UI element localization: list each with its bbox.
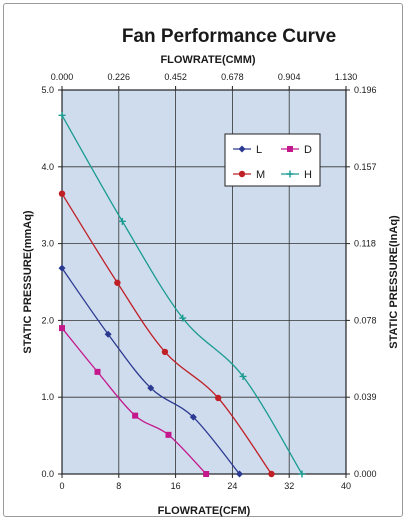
legend-box [224, 133, 321, 187]
x-top-tick-label: 1.130 [335, 72, 358, 82]
legend-label-h: H [304, 169, 312, 181]
legend-marker-h [286, 170, 294, 178]
chart-title: Fan Performance Curve [122, 26, 336, 47]
data-point-l [104, 330, 112, 338]
data-point-l [236, 470, 243, 478]
data-point-d [59, 325, 65, 332]
x-top-tick-label: 0.678 [221, 72, 244, 82]
x-tick-label: 32 [284, 481, 294, 491]
x-top-tick-label: 0.000 [51, 72, 74, 82]
legend-marker-d [287, 146, 293, 152]
data-point-m [215, 394, 222, 402]
x-top-tick-label: 0.226 [108, 72, 131, 82]
data-point-d [132, 412, 139, 419]
y-tick-label: 4.0 [41, 162, 54, 172]
chart-frame [3, 3, 403, 517]
data-point-m [58, 190, 66, 197]
y-axis-label: STATIC PRESSURE(mmAq) [22, 210, 34, 354]
data-point-l [58, 264, 66, 272]
y-right-tick-label: 0.196 [354, 85, 377, 95]
y-right-tick-label: 0.000 [354, 469, 377, 479]
x-tick-label: 0 [59, 481, 64, 491]
y-right-tick-label: 0.157 [354, 162, 377, 172]
y-tick-label: 5.0 [41, 85, 54, 95]
data-point-h [118, 217, 126, 225]
x-tick-label: 8 [116, 481, 121, 491]
y-tick-label: 2.0 [41, 315, 54, 325]
x-top-tick-label: 0.452 [164, 72, 187, 82]
x-tick-label: 40 [341, 481, 351, 491]
data-point-h [298, 470, 306, 478]
x-tick-label: 24 [227, 481, 237, 491]
x-axis-top-label: FLOWRATE(CMM) [160, 54, 255, 66]
data-point-m [268, 470, 275, 478]
x-top-tick-label: 0.904 [278, 72, 301, 82]
y-right-tick-label: 0.039 [354, 392, 377, 402]
data-point-h [58, 111, 66, 119]
data-point-d [165, 431, 172, 438]
data-point-d [94, 368, 101, 375]
data-point-l [147, 384, 155, 392]
data-point-d [203, 471, 210, 477]
y-axis-right-label: STATIC PRESSURE(InAq) [388, 215, 400, 349]
data-point-l [189, 413, 197, 421]
data-point-h [179, 314, 187, 322]
y-tick-label: 0.0 [41, 469, 54, 479]
y-right-tick-label: 0.078 [354, 315, 377, 325]
data-point-m [161, 348, 169, 356]
x-tick-label: 16 [171, 481, 181, 491]
legend-marker-l [238, 145, 246, 153]
y-tick-label: 1.0 [41, 392, 54, 402]
legend-label-m: M [256, 169, 265, 181]
y-tick-label: 3.0 [41, 239, 54, 249]
data-point-h [239, 372, 247, 380]
x-axis-label: FLOWRATE(CFM) [158, 505, 251, 517]
legend-label-l: L [256, 144, 262, 156]
legend-marker-m [238, 170, 246, 178]
legend-label-d: D [304, 144, 312, 156]
y-right-tick-label: 0.118 [354, 239, 376, 249]
data-point-m [114, 279, 121, 286]
